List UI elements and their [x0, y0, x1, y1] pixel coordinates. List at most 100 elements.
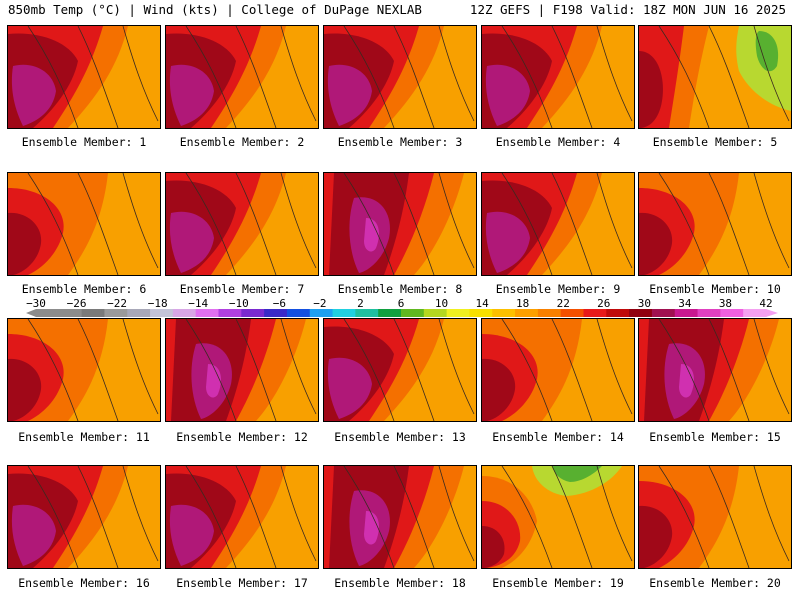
ensemble-panel [7, 318, 161, 422]
colorbar-tick-label: 14 [475, 297, 489, 310]
colorbar-swatch [36, 309, 60, 317]
temperature-shading [169, 211, 214, 273]
contour-line [122, 319, 159, 415]
temperature-shading [364, 511, 379, 545]
temperature-shading [8, 212, 42, 275]
contour-line [393, 173, 435, 275]
ensemble-panel [638, 172, 792, 276]
contour-line [280, 173, 317, 269]
colorbar-tick-label: 30 [638, 297, 651, 310]
colorbar-swatch [423, 309, 448, 317]
colorbar-tick-label: −14 [188, 297, 208, 310]
model-run-info: 12Z GEFS | F198 Valid: 18Z MON JUN 16 20… [469, 2, 786, 17]
ensemble-member-label: Ensemble Member: 3 [337, 135, 463, 149]
colorbar-swatch [401, 309, 425, 317]
contour-line [77, 466, 119, 568]
ensemble-member-label: Ensemble Member: 11 [18, 430, 150, 444]
temperature-shading [639, 505, 673, 568]
colorbar-swatch [332, 309, 356, 317]
temperature-shading [8, 358, 42, 421]
temperature-shading [482, 526, 505, 568]
temperature-field-map [639, 173, 791, 275]
contour-line [753, 466, 790, 562]
temperature-field-map [8, 173, 160, 275]
temperature-field-map [639, 466, 791, 568]
colorbar-swatch [286, 309, 311, 317]
contour-line [235, 466, 277, 568]
ensemble-member-label: Ensemble Member: 8 [337, 282, 463, 296]
contour-line [27, 26, 79, 128]
contour-line [185, 319, 237, 421]
temperature-shading [482, 358, 516, 421]
temperature-shading [485, 211, 530, 273]
colorbar-tick-label: 26 [597, 297, 610, 310]
ensemble-panel [165, 172, 319, 276]
contour-line [551, 26, 593, 128]
ensemble-member-label: Ensemble Member: 18 [334, 576, 466, 590]
colorbar-right-arrow [766, 309, 778, 317]
colorbar-swatch [515, 309, 539, 317]
contour-line [343, 466, 395, 568]
colorbar-tick-label: 18 [516, 297, 529, 310]
colorbar-tick-label: −6 [273, 297, 286, 310]
contour-line [393, 319, 435, 421]
colorbar-swatch [560, 309, 584, 317]
colorbar-tick-label: 10 [435, 297, 448, 310]
temperature-field-map [8, 466, 160, 568]
contour-line [753, 319, 790, 415]
temperature-shading [639, 51, 663, 128]
contour-line [77, 26, 119, 128]
ensemble-panel [638, 465, 792, 569]
colorbar-tick-label: −18 [148, 297, 168, 310]
colorbar-tick-label: 42 [759, 297, 772, 310]
temperature-field-map [482, 26, 634, 128]
ensemble-panel [165, 25, 319, 129]
colorbar-swatch [629, 309, 653, 317]
contour-line [77, 173, 119, 275]
contour-line [551, 466, 593, 568]
contour-line [393, 466, 435, 568]
contour-line [658, 466, 710, 568]
ensemble-panel [323, 172, 477, 276]
colorbar-tick-label: −2 [313, 297, 326, 310]
contour-line [596, 26, 633, 122]
temperature-field-map [639, 319, 791, 421]
colorbar-tick-label: −30 [26, 297, 46, 310]
contour-line [27, 173, 79, 275]
ensemble-member-label: Ensemble Member: 16 [18, 576, 150, 590]
contour-line [708, 319, 750, 421]
colorbar-swatch [309, 309, 334, 317]
contour-line [122, 173, 159, 269]
colorbar-tick-label: 34 [678, 297, 692, 310]
ensemble-member-label: Ensemble Member: 14 [492, 430, 624, 444]
chart-title: 850mb Temp (°C) | Wind (kts) | College o… [8, 2, 422, 17]
contour-line [438, 173, 475, 269]
contour-line [708, 466, 750, 568]
contour-line [551, 173, 593, 275]
contour-line [438, 319, 475, 415]
ensemble-member-label: Ensemble Member: 6 [21, 282, 147, 296]
ensemble-panel [165, 465, 319, 569]
colorbar-swatch [674, 309, 699, 317]
contour-line [343, 26, 395, 128]
contour-line [235, 173, 277, 275]
colorbar-swatch [195, 309, 219, 317]
temperature-shading [11, 504, 57, 566]
colorbar-tick-label: −22 [107, 297, 127, 310]
ensemble-panel [323, 465, 477, 569]
colorbar-swatch [606, 309, 630, 317]
colorbar-swatch [355, 309, 379, 317]
temperature-field-map [324, 319, 476, 421]
colorbar-swatch [697, 309, 721, 317]
ensemble-member-label: Ensemble Member: 12 [176, 430, 308, 444]
colorbar-swatch [378, 309, 402, 317]
colorbar-swatch [150, 309, 174, 317]
ensemble-panel [481, 172, 635, 276]
colorbar-swatch [104, 309, 128, 317]
temperature-field-map [166, 466, 318, 568]
colorbar-tick-label: 38 [719, 297, 732, 310]
contour-line [185, 466, 237, 568]
ensemble-member-label: Ensemble Member: 13 [334, 430, 466, 444]
temperature-shading [639, 212, 673, 275]
ensemble-panel [165, 318, 319, 422]
